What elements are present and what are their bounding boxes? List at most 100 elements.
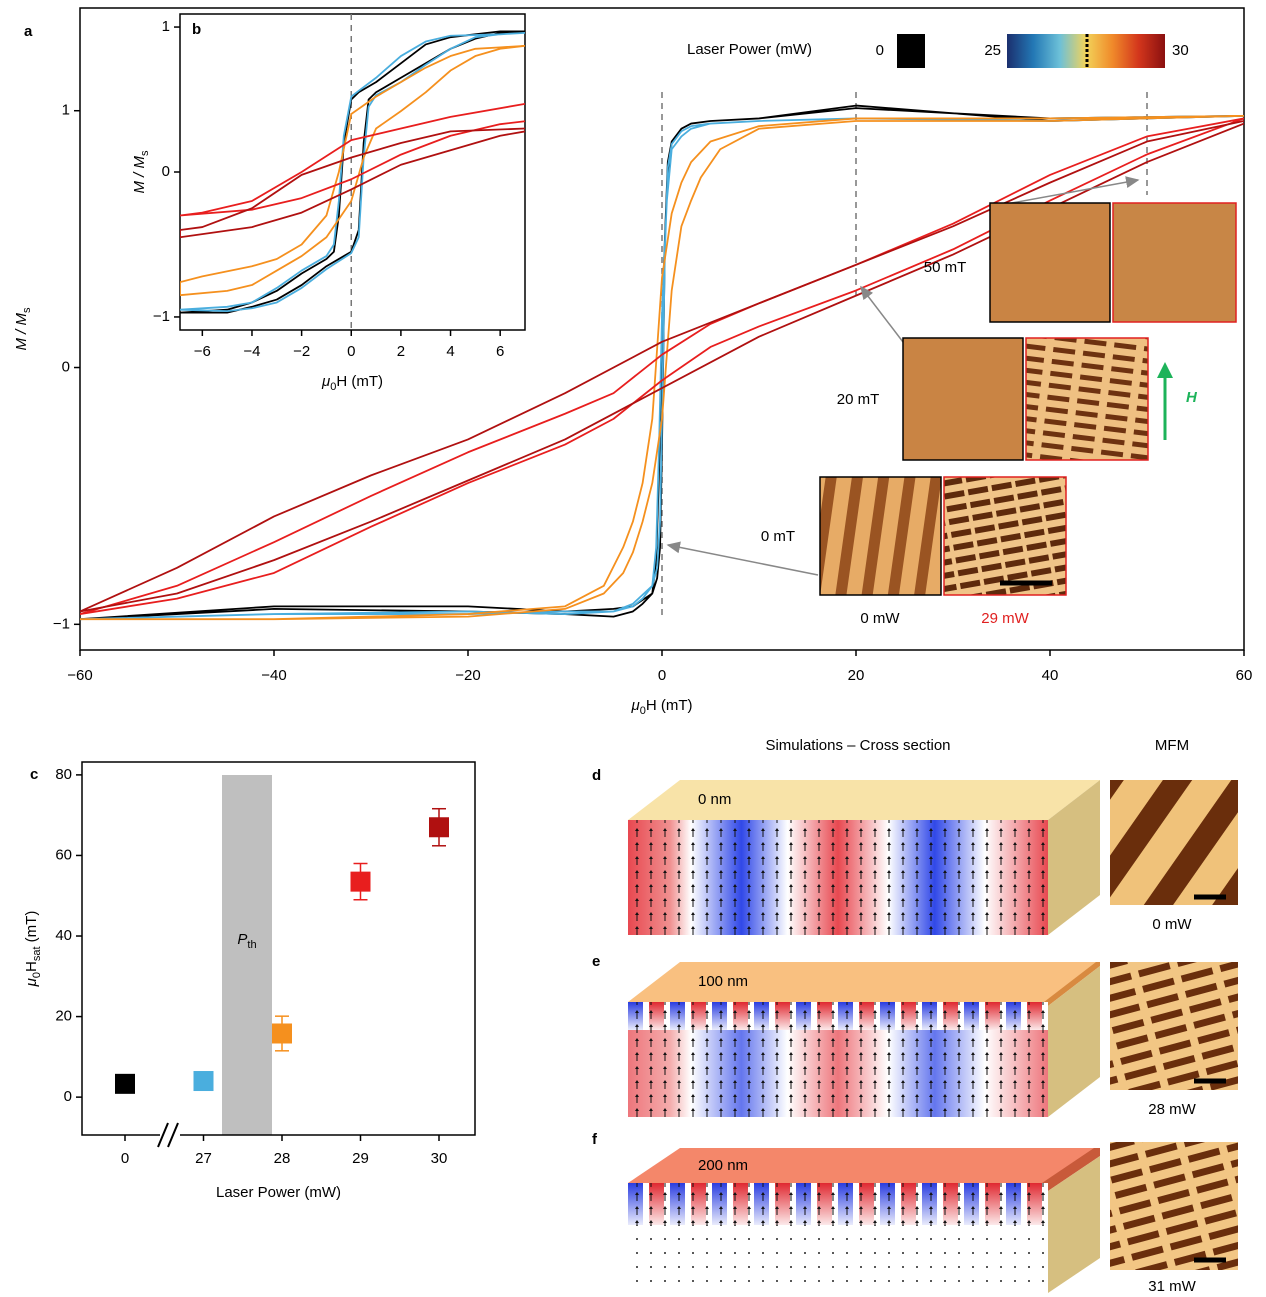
mfm-insets: 50 mT 20 mT 0 mT 0 mW 29 mW H — [666, 176, 1237, 627]
pointer-arrow — [860, 285, 904, 343]
y-axis-label: μ0Hsat (mT) — [23, 911, 43, 988]
mfm-image — [902, 337, 1024, 461]
x-tick-label: −20 — [455, 667, 480, 684]
x-tick-label: 60 — [1236, 667, 1253, 684]
hysteresis-loop — [80, 114, 1244, 621]
x-tick-label: 0 — [658, 667, 666, 684]
x-tick-label: 27 — [195, 1150, 212, 1167]
y-tick-label: 40 — [55, 927, 72, 944]
mfm-image — [1025, 337, 1149, 461]
y-axis-label: M / Ms — [131, 150, 151, 194]
sim-vectors — [628, 1183, 1048, 1225]
depth-label: 200 nm — [698, 1157, 748, 1174]
slab-top — [628, 1148, 1100, 1183]
colorbar-tick-label: 0 — [876, 42, 884, 59]
mfm-image — [1112, 202, 1237, 323]
field-label: 0 mT — [761, 528, 795, 545]
sim-vectors — [628, 1225, 1048, 1293]
x-axis-label: μ0H (mT) — [321, 373, 383, 393]
power-label: 0 mW — [1152, 916, 1192, 933]
sim-vectors — [628, 1002, 1048, 1117]
colorbar-tick-label: 25 — [984, 42, 1001, 59]
axis-break — [167, 1122, 179, 1148]
colorbar-tick-label: 30 — [1172, 42, 1189, 59]
x-axis-label: μ0H (mT) — [631, 697, 693, 717]
x-tick-label: −40 — [261, 667, 286, 684]
x-tick-label: 40 — [1042, 667, 1059, 684]
x-tick-label: 0 — [347, 343, 355, 360]
sim-header: Simulations – Cross section — [765, 737, 950, 754]
y-tick-label: 60 — [55, 846, 72, 863]
label-part: (mT) — [23, 911, 40, 947]
slab-side — [1048, 966, 1100, 1117]
label-part: 0 — [640, 705, 646, 717]
band-label: Pth — [237, 931, 256, 951]
mfm-image — [989, 202, 1111, 323]
panel-letter: b — [192, 21, 201, 38]
colorbar: Laser Power (mW) 0 25 30 — [687, 34, 1189, 68]
slab-top — [628, 780, 1100, 820]
label-part: s — [21, 307, 33, 313]
mfm-image — [819, 476, 942, 596]
x-tick-label: −6 — [194, 343, 211, 360]
label-part: 0 — [31, 972, 43, 978]
x-tick-label: 2 — [397, 343, 405, 360]
y-axis-label: M / Ms — [13, 307, 33, 351]
mfm-image — [1110, 1142, 1238, 1270]
y-tick-label: 0 — [64, 1088, 72, 1105]
field-label: 20 mT — [837, 391, 880, 408]
label-part: M / M — [131, 156, 148, 194]
slab-edge — [1044, 962, 1100, 1006]
axis-break — [157, 1122, 169, 1148]
depth-label: 0 nm — [698, 791, 731, 808]
data-point — [115, 1073, 135, 1094]
power-label: 29 mW — [981, 610, 1029, 627]
x-tick-label: 28 — [274, 1150, 291, 1167]
slab-side — [1048, 1156, 1100, 1293]
label-part: M / M — [13, 313, 30, 351]
y-tick-label: 0 — [62, 358, 70, 375]
mfm-image — [943, 476, 1067, 596]
label-part: sat — [31, 946, 43, 961]
data-point — [429, 817, 449, 838]
y-tick-label: 1 — [62, 102, 70, 119]
label-part: H (mT) — [646, 697, 693, 714]
threshold-band — [222, 775, 272, 1135]
slab-top — [628, 962, 1100, 1002]
panel-letter: f — [592, 1131, 598, 1148]
panel-letter: d — [592, 767, 601, 784]
power-label: 0 mW — [860, 610, 900, 627]
data-point — [350, 871, 371, 892]
x-tick-label: −60 — [67, 667, 92, 684]
pointer-arrow — [666, 541, 819, 576]
data-point — [193, 1071, 214, 1092]
simulations: Simulations – Cross section MFM d 0 nm 0… — [592, 737, 1238, 1295]
mfm-header: MFM — [1155, 737, 1189, 754]
x-tick-label: 20 — [848, 667, 865, 684]
panel-a: a — [24, 23, 33, 40]
panel-c: c — [30, 766, 272, 1135]
hysteresis-loop — [80, 120, 1244, 613]
power-label: 31 mW — [1148, 1278, 1196, 1295]
y-tick-label: 20 — [55, 1008, 72, 1025]
plot-frame — [179, 13, 526, 331]
colorbar-zero — [897, 34, 925, 68]
label-part: μ — [631, 697, 640, 714]
label-part: P — [237, 931, 247, 948]
x-tick-label: 4 — [446, 343, 454, 360]
x-tick-label: 0 — [121, 1150, 129, 1167]
field-label: 50 mT — [924, 259, 967, 276]
panel-letter: c — [30, 766, 38, 783]
panel-letter: a — [24, 23, 33, 40]
slab-edge — [1042, 1148, 1100, 1191]
y-tick-label: −1 — [153, 308, 170, 325]
x-axis-label: Laser Power (mW) — [216, 1184, 341, 1201]
x-tick-label: 30 — [431, 1150, 448, 1167]
x-tick-label: 6 — [496, 343, 504, 360]
plot-area — [80, 92, 1244, 621]
depth-label: 100 nm — [698, 973, 748, 990]
hysteresis-loop — [80, 104, 1244, 621]
